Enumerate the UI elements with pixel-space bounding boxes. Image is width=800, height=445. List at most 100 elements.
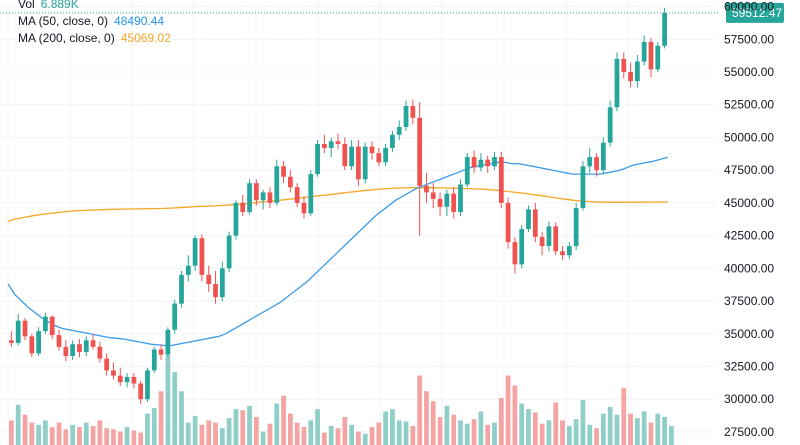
candle-body — [362, 146, 368, 180]
volume-bar — [539, 423, 545, 445]
volume-bar — [63, 429, 69, 445]
candle — [253, 179, 259, 206]
candle-body — [396, 126, 402, 135]
candle — [594, 153, 599, 177]
legend-ma200: MA (200, close, 0) 45069.02 — [18, 30, 171, 47]
candle — [192, 235, 198, 271]
candle-body — [165, 329, 171, 355]
candle-body — [145, 370, 150, 400]
y-tick-label: 40000.00 — [724, 261, 774, 275]
candle-body — [226, 235, 232, 269]
candle-body — [111, 370, 116, 376]
candle — [532, 202, 538, 243]
legend-ma50-value: 48490.44 — [114, 14, 165, 28]
candle-body — [213, 284, 218, 298]
candle — [15, 314, 21, 346]
candle — [104, 353, 110, 376]
price-axis: 27500.00 30000.00 32500.00 35000.00 37500.00… — [724, 0, 774, 439]
volume-bar — [485, 424, 491, 445]
candle — [260, 189, 266, 210]
volume-bar — [403, 421, 409, 445]
volume-bar — [430, 401, 436, 445]
volume-bar — [573, 419, 579, 445]
volume-bar — [335, 428, 341, 445]
candle — [648, 37, 654, 78]
candle — [83, 336, 89, 356]
volume-bar — [362, 433, 368, 445]
candle-body — [560, 251, 565, 256]
volume-bar — [505, 375, 511, 445]
candle — [117, 367, 123, 387]
candle — [369, 141, 375, 160]
candle-body — [267, 192, 273, 203]
volume-bar — [546, 420, 552, 445]
volume-bar — [553, 402, 559, 445]
candle — [172, 299, 178, 334]
volume-bar — [328, 425, 334, 445]
candle-body — [322, 143, 327, 148]
candle-body — [498, 157, 504, 203]
candle-body — [424, 185, 429, 193]
candle-body — [36, 331, 41, 354]
candle-body — [335, 141, 341, 144]
candle-body — [349, 146, 354, 167]
y-tick-label: 57500.00 — [724, 32, 774, 46]
candle-body — [43, 316, 48, 332]
candle-body — [478, 159, 484, 168]
volume-bar — [614, 414, 620, 445]
candle-body — [206, 274, 212, 285]
candle — [219, 261, 225, 302]
volume-bar — [226, 418, 232, 445]
volume-bar — [83, 422, 89, 445]
volume-bar — [444, 405, 450, 445]
y-tick-label: 27500.00 — [724, 425, 774, 439]
volume-bar — [376, 422, 382, 445]
volume-bar — [185, 422, 191, 445]
candle — [36, 327, 41, 356]
volume-bar — [424, 391, 429, 445]
volume-bar — [662, 417, 667, 445]
candle-body — [437, 198, 443, 207]
candle — [111, 362, 116, 380]
y-tick-label: 35000.00 — [724, 327, 774, 341]
volume-bar — [151, 408, 157, 445]
candle-body — [458, 184, 463, 213]
candle — [138, 380, 144, 405]
volume-bar — [417, 375, 423, 445]
volume-bar — [655, 413, 661, 445]
volume-bar — [9, 420, 14, 445]
candle-body — [131, 376, 137, 384]
y-tick-label: 52500.00 — [724, 98, 774, 112]
candle — [662, 7, 667, 49]
candle — [492, 151, 497, 171]
volume-bar — [213, 422, 218, 445]
candle-body — [614, 58, 620, 108]
volume-bar — [641, 411, 647, 445]
candle-body — [77, 344, 82, 353]
y-tick-label: 47500.00 — [724, 163, 774, 177]
volume-bar — [287, 413, 293, 445]
volume-bar — [410, 425, 416, 445]
volume-bar — [478, 411, 484, 445]
candle-body — [628, 71, 633, 82]
volume-bar — [15, 404, 21, 445]
candle-body — [294, 187, 300, 203]
volume-bar — [390, 409, 395, 445]
candle-body — [655, 45, 661, 70]
candle — [383, 143, 389, 167]
candle-body — [485, 159, 491, 167]
volume-bar — [138, 432, 144, 445]
candle — [226, 231, 232, 273]
candle — [458, 179, 463, 216]
candle — [90, 333, 96, 350]
candle — [308, 170, 314, 216]
candle-body — [532, 209, 538, 237]
candle — [342, 137, 348, 171]
volume-bar — [233, 409, 239, 445]
candle — [437, 192, 443, 216]
candle-body — [505, 202, 511, 243]
candle-body — [526, 209, 531, 230]
y-tick-label: 42500.00 — [724, 229, 774, 243]
candle — [641, 35, 647, 66]
